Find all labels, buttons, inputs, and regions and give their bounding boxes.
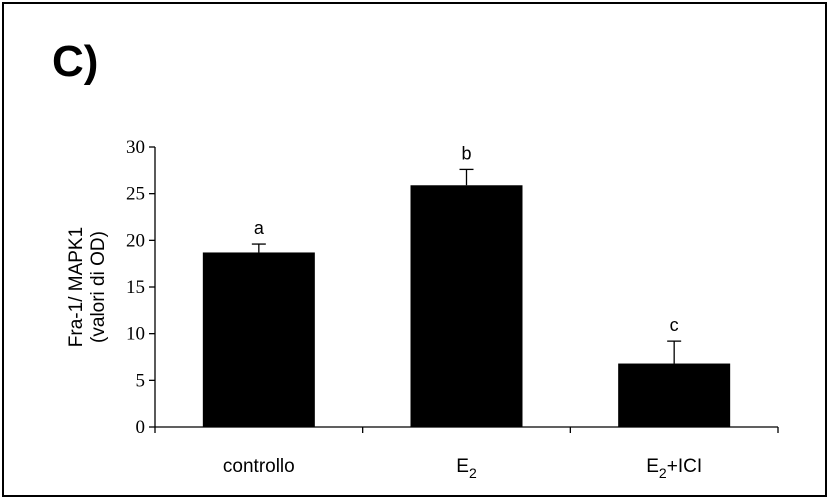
y-tick-label: 0 (136, 417, 146, 438)
significance-label: a (254, 218, 265, 238)
y-tick-label: 30 (126, 137, 145, 158)
bar (618, 363, 731, 427)
y-axis-label: Fra-1/ MAPK1 (valori di OD) (66, 227, 109, 347)
y-axis: 0 5 10 15 20 25 30 (126, 137, 156, 438)
category-label: E2 (456, 456, 477, 481)
y-tick-label: 10 (126, 324, 145, 345)
bar (202, 252, 315, 427)
bars: a b c (202, 143, 731, 427)
bar (410, 185, 523, 427)
y-axis-label-line: (valori di OD) (88, 231, 109, 343)
y-tick-label: 5 (136, 370, 146, 391)
y-tick-label: 25 (126, 184, 145, 205)
y-axis-label-line: Fra-1/ MAPK1 (66, 227, 87, 347)
x-axis: controllo E2 E2+ICI (154, 426, 779, 481)
significance-label: c (670, 315, 679, 335)
y-tick-label: 15 (126, 277, 145, 298)
category-label: controllo (223, 456, 295, 477)
y-tick-label: 20 (126, 230, 145, 251)
significance-label: b (461, 143, 471, 163)
category-label: E2+ICI (646, 456, 702, 481)
panel-label: C) (52, 37, 99, 86)
